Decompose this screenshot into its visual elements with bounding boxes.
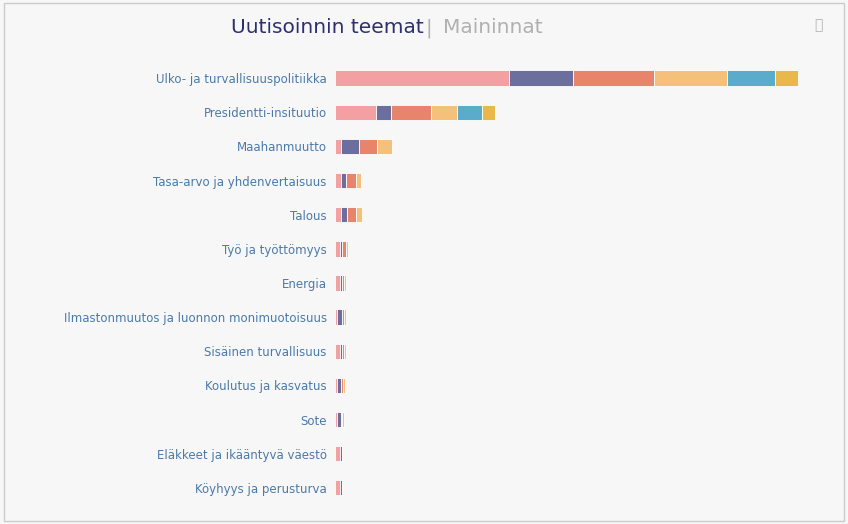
Text: Maininnat: Maininnat <box>443 18 542 37</box>
Bar <box>335 173 341 188</box>
Bar <box>342 344 344 359</box>
Bar <box>341 139 359 154</box>
Bar <box>340 344 342 359</box>
Bar <box>377 105 391 120</box>
Bar <box>573 70 654 86</box>
Bar <box>391 105 431 120</box>
Bar <box>340 446 342 461</box>
Bar <box>335 241 340 257</box>
Bar <box>483 105 495 120</box>
Bar <box>340 275 342 291</box>
Bar <box>775 70 798 86</box>
Bar <box>335 139 341 154</box>
Bar <box>356 173 361 188</box>
Bar <box>346 173 356 188</box>
Bar <box>348 207 355 222</box>
Bar <box>457 105 483 120</box>
Bar <box>509 70 573 86</box>
Bar <box>341 173 346 188</box>
Bar <box>340 480 342 496</box>
Bar <box>359 139 377 154</box>
Bar <box>335 105 377 120</box>
Bar <box>335 309 338 325</box>
Bar <box>341 412 343 427</box>
Bar <box>335 207 341 222</box>
Bar <box>342 275 344 291</box>
Bar <box>335 446 340 461</box>
Text: Uutisoinnin teemat: Uutisoinnin teemat <box>232 18 424 37</box>
Bar <box>335 412 338 427</box>
Bar <box>341 378 343 393</box>
Bar <box>355 207 362 222</box>
Bar <box>727 70 775 86</box>
Bar <box>342 309 344 325</box>
Bar <box>343 378 345 393</box>
Bar <box>343 241 346 257</box>
Bar <box>335 480 340 496</box>
Bar <box>344 275 346 291</box>
Bar <box>654 70 727 86</box>
Bar <box>377 139 392 154</box>
Bar <box>335 344 340 359</box>
Text: ⓘ: ⓘ <box>814 18 823 32</box>
Bar <box>338 309 342 325</box>
Bar <box>338 378 341 393</box>
Bar <box>340 241 343 257</box>
Bar <box>431 105 457 120</box>
Bar <box>341 207 348 222</box>
Bar <box>335 70 509 86</box>
Bar <box>344 309 346 325</box>
Bar <box>338 412 341 427</box>
Bar <box>343 412 344 427</box>
Bar <box>335 275 340 291</box>
Bar <box>335 378 338 393</box>
Bar <box>344 344 346 359</box>
Bar <box>346 241 349 257</box>
Text: |: | <box>426 18 432 38</box>
